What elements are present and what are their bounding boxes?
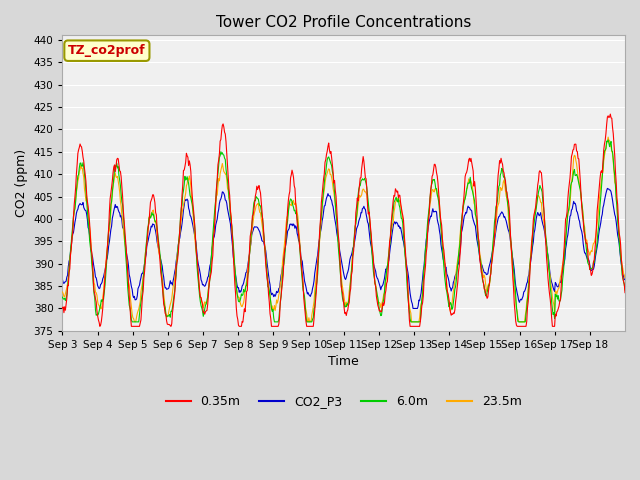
CO2_P3 — [621, 277, 629, 283]
23.5m — [604, 134, 612, 140]
23.5m — [621, 275, 629, 281]
X-axis label: Time: Time — [328, 355, 359, 369]
Line: CO2_P3: CO2_P3 — [63, 189, 625, 309]
CO2_P3 — [256, 229, 264, 235]
23.5m — [131, 319, 139, 325]
6.0m — [59, 294, 67, 300]
23.5m — [257, 210, 264, 216]
Legend: 0.35m, CO2_P3, 6.0m, 23.5m: 0.35m, CO2_P3, 6.0m, 23.5m — [161, 390, 527, 413]
6.0m — [228, 234, 236, 240]
0.35m — [278, 286, 285, 292]
Line: 0.35m: 0.35m — [63, 114, 625, 326]
6.0m — [278, 284, 285, 289]
6.0m — [403, 270, 410, 276]
0.35m — [403, 264, 410, 270]
0.35m — [434, 180, 442, 186]
CO2_P3 — [277, 273, 285, 278]
CO2_P3 — [59, 277, 67, 283]
23.5m — [434, 192, 442, 198]
6.0m — [621, 287, 629, 293]
6.0m — [128, 319, 136, 325]
23.5m — [228, 234, 236, 240]
6.0m — [125, 294, 132, 300]
CO2_P3 — [228, 237, 236, 242]
Y-axis label: CO2 (ppm): CO2 (ppm) — [15, 149, 28, 217]
23.5m — [125, 279, 132, 285]
23.5m — [403, 266, 410, 272]
Title: Tower CO2 Profile Concentrations: Tower CO2 Profile Concentrations — [216, 15, 472, 30]
Line: 6.0m: 6.0m — [63, 140, 625, 322]
0.35m — [125, 293, 133, 299]
CO2_P3 — [434, 220, 442, 226]
CO2_P3 — [409, 306, 417, 312]
23.5m — [59, 289, 67, 295]
0.35m — [96, 324, 104, 329]
0.35m — [621, 290, 629, 296]
0.35m — [59, 305, 67, 311]
Text: TZ_co2prof: TZ_co2prof — [68, 44, 146, 57]
Line: 23.5m: 23.5m — [63, 137, 625, 322]
0.35m — [228, 239, 236, 244]
6.0m — [434, 195, 442, 201]
CO2_P3 — [402, 256, 410, 262]
0.35m — [257, 190, 264, 196]
23.5m — [278, 271, 285, 277]
CO2_P3 — [604, 186, 611, 192]
CO2_P3 — [125, 263, 132, 268]
6.0m — [604, 137, 612, 143]
0.35m — [607, 111, 614, 117]
6.0m — [257, 203, 264, 209]
